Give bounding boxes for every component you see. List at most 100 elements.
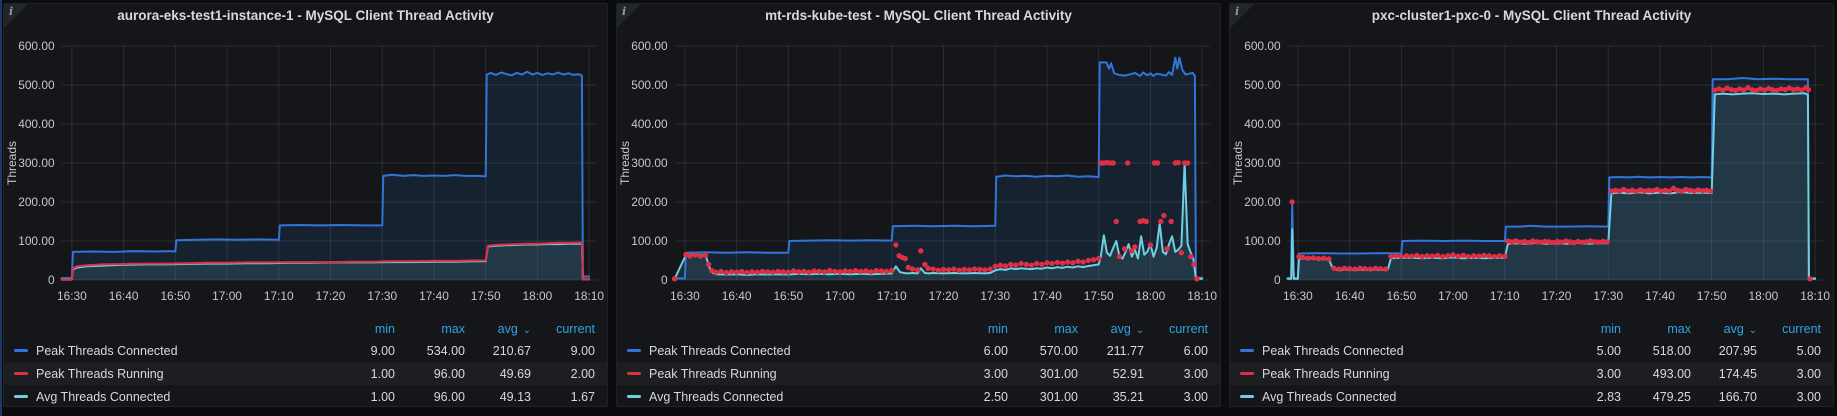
legend-header-row: min max avg ⌄ current: [617, 319, 1220, 339]
series-label: Peak Threads Running: [1262, 366, 1390, 381]
series-point: [1770, 87, 1776, 93]
x-tick-label: 17:20: [929, 289, 959, 303]
legend-series-name[interactable]: Avg Threads Connected: [14, 390, 333, 404]
legend-col-avg[interactable]: avg ⌄: [1110, 322, 1144, 336]
stat-min: 2.50: [983, 389, 1008, 404]
legend-col-max[interactable]: max: [441, 322, 465, 336]
panel-pxc-cluster1-pxc-0: i pxc-cluster1-pxc-0 - MySQL Client Thre…: [1229, 3, 1834, 407]
panel-info-corner[interactable]: [4, 4, 28, 28]
series-point: [1013, 262, 1019, 268]
legend-row-peak-threads-connected[interactable]: Peak Threads Connected 5.00 518.00 207.95 5.…: [1230, 339, 1833, 362]
series-point: [1513, 238, 1519, 244]
series-point: [1724, 85, 1730, 91]
series-point: [718, 268, 724, 275]
legend-col-max[interactable]: max: [1667, 322, 1691, 336]
legend-series-name[interactable]: Peak Threads Running: [627, 367, 946, 381]
legend-series-name[interactable]: Peak Threads Connected: [627, 344, 946, 358]
series-point: [1158, 218, 1164, 225]
series-point: [1604, 239, 1610, 245]
legend-col-current[interactable]: current: [1169, 322, 1208, 336]
legend-series-name[interactable]: Peak Threads Connected: [14, 344, 333, 358]
chart-area[interactable]: 600.00500.00400.00300.00200.00100.00016:…: [617, 28, 1220, 318]
legend-row-peak-threads-connected[interactable]: Peak Threads Connected 6.00 570.00 211.77 6.…: [617, 339, 1220, 362]
legend-col-min[interactable]: min: [374, 322, 395, 336]
series-point: [811, 268, 817, 274]
panel-title[interactable]: aurora-eks-test1-instance-1 - MySQL Clie…: [117, 8, 494, 23]
series-point: [971, 266, 978, 272]
series-point: [863, 268, 869, 274]
series-point: [893, 242, 899, 248]
legend-col-current[interactable]: current: [1782, 322, 1821, 336]
series-point: [1505, 238, 1511, 244]
panel-info-corner[interactable]: [617, 4, 641, 28]
series-point: [1044, 260, 1050, 266]
series-point: [1765, 85, 1772, 92]
legend-header-row: min max avg ⌄ current: [4, 319, 607, 339]
info-icon[interactable]: i: [1235, 5, 1240, 18]
legend-col-min[interactable]: min: [987, 322, 1008, 336]
stat-min: 5.00: [1596, 343, 1621, 358]
series-point: [1782, 87, 1788, 93]
panel-title[interactable]: mt-rds-kube-test - MySQL Client Thread A…: [765, 8, 1072, 23]
legend-col-avg[interactable]: avg ⌄: [1723, 322, 1757, 336]
x-tick-label: 18:10: [1187, 289, 1217, 303]
y-tick-label: 100.00: [631, 234, 668, 248]
info-icon[interactable]: i: [622, 5, 627, 18]
y-tick-label: 0: [661, 273, 668, 287]
legend-series-name[interactable]: Peak Threads Connected: [1240, 344, 1559, 358]
legend-col-max[interactable]: max: [1054, 322, 1078, 336]
chart-area[interactable]: 600.00500.00400.00300.00200.00100.00016:…: [4, 28, 607, 318]
legend-series-name[interactable]: Avg Threads Connected: [1240, 390, 1559, 404]
stat-max: 96.00: [433, 366, 465, 381]
legend-row-peak-threads-running[interactable]: Peak Threads Running 3.00 493.00 174.45 3.00: [1230, 362, 1833, 385]
series-point: [922, 261, 928, 268]
series-point: [723, 269, 729, 276]
legend-row-avg-threads-connected[interactable]: Avg Threads Connected 2.50 301.00 35.21 3.00: [617, 385, 1220, 406]
stat-avg: 166.70: [1718, 389, 1757, 404]
legend-row-avg-threads-connected[interactable]: Avg Threads Connected 1.00 96.00 49.13 1.67: [4, 385, 607, 406]
chart-area[interactable]: 600.00500.00400.00300.00200.00100.00016:…: [1230, 28, 1833, 318]
legend-row-avg-threads-connected[interactable]: Avg Threads Connected 2.83 479.25 166.70 3.0…: [1230, 385, 1833, 406]
series-point: [1194, 276, 1200, 282]
series-point: [816, 268, 823, 275]
x-tick-label: 16:40: [1335, 289, 1365, 303]
series-point: [697, 253, 704, 259]
stat-avg: 35.21: [1112, 389, 1144, 404]
series-point: [1129, 248, 1135, 254]
series-point: [1798, 87, 1805, 93]
legend-series-name[interactable]: Peak Threads Running: [14, 367, 333, 381]
series-line: [673, 161, 1204, 280]
legend-row-peak-threads-running[interactable]: Peak Threads Running 3.00 301.00 52.91 3.00: [617, 362, 1220, 385]
stat-min: 6.00: [983, 343, 1008, 358]
series-point: [1633, 188, 1639, 195]
panel-title[interactable]: pxc-cluster1-pxc-0 - MySQL Client Thread…: [1371, 8, 1692, 23]
series-point: [754, 269, 761, 275]
y-tick-label: 100.00: [1244, 234, 1281, 248]
series-point: [1168, 218, 1174, 225]
series-label: Avg Threads Connected: [36, 389, 171, 404]
series-point: [1121, 246, 1128, 252]
stat-min: 3.00: [1596, 366, 1621, 381]
series-point: [683, 252, 689, 258]
legend-col-avg[interactable]: avg ⌄: [497, 322, 531, 336]
legend-series-name[interactable]: Peak Threads Running: [1240, 367, 1559, 381]
series-point: [889, 267, 895, 274]
legend-col-min[interactable]: min: [1600, 322, 1621, 336]
y-tick-label: 400.00: [18, 117, 55, 131]
series-point: [1521, 238, 1528, 245]
series-point: [1563, 238, 1569, 244]
legend-col-current[interactable]: current: [556, 322, 595, 336]
legend-series-name[interactable]: Avg Threads Connected: [627, 390, 946, 404]
legend-row-peak-threads-connected[interactable]: Peak Threads Connected 9.00 534.00 210.67 9.…: [4, 339, 607, 362]
panel-info-corner[interactable]: [1230, 4, 1254, 28]
series-point: [982, 267, 988, 273]
y-axis-label: Threads: [1231, 141, 1245, 185]
series-point: [951, 266, 957, 272]
series-point: [1786, 85, 1792, 91]
y-tick-label: 500.00: [631, 78, 668, 92]
series-point: [1687, 187, 1693, 193]
info-icon[interactable]: i: [9, 5, 14, 18]
series-point: [1616, 188, 1623, 194]
series-label: Peak Threads Connected: [36, 343, 178, 358]
legend-row-peak-threads-running[interactable]: Peak Threads Running 1.00 96.00 49.69 2.00: [4, 362, 607, 385]
